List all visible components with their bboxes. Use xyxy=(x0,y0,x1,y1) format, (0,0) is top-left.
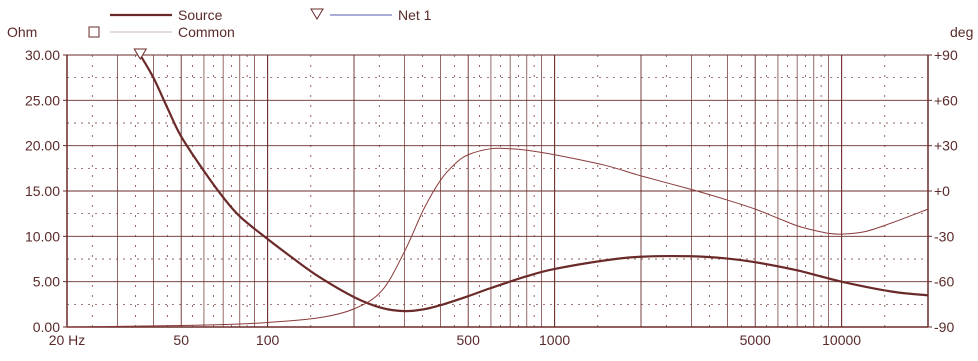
series-lines xyxy=(66,54,929,328)
series-line-net-1 xyxy=(66,147,929,328)
legend-label-common: Common xyxy=(178,24,235,40)
x-tick-label: 20 Hz xyxy=(49,332,86,348)
legend-label-source: Source xyxy=(178,7,223,23)
y-left-tick-label: 25.00 xyxy=(25,92,60,108)
y-left-tick-label: 0.00 xyxy=(33,319,60,335)
y-left-unit-label: Ohm xyxy=(7,24,37,40)
axes xyxy=(63,54,932,328)
legend-square-marker-icon xyxy=(88,26,100,38)
series-line-source xyxy=(139,54,929,313)
y-right-tick-label: +30 xyxy=(934,138,958,154)
y-right-tick-label: -60 xyxy=(934,274,954,290)
y-left-tick-labels: 0.00 5.00 10.00 15.00 20.00 25.00 30.00 xyxy=(25,47,60,335)
legend-label-net1: Net 1 xyxy=(398,7,432,23)
x-tick-label: 1000 xyxy=(539,332,570,348)
triangle-marker-icon xyxy=(133,48,148,60)
y-right-tick-label: +60 xyxy=(934,92,958,108)
legend-triangle-marker-icon xyxy=(310,8,324,20)
y-left-tick-label: 15.00 xyxy=(25,183,60,199)
y-right-tick-label: -30 xyxy=(934,228,954,244)
series-markers xyxy=(133,48,148,60)
x-tick-label: 100 xyxy=(256,332,280,348)
y-right-unit-label: deg xyxy=(950,24,973,40)
x-tick-label: 50 xyxy=(173,332,189,348)
y-right-tick-label: -90 xyxy=(934,319,954,335)
x-tick-label: 500 xyxy=(457,332,481,348)
y-left-tick-label: 10.00 xyxy=(25,228,60,244)
x-tick-labels: 20 Hz 50 100 500 1000 5000 10000 xyxy=(49,332,862,348)
y-right-tick-label: +0 xyxy=(934,183,950,199)
y-left-tick-label: 5.00 xyxy=(33,274,60,290)
y-left-tick-label: 30.00 xyxy=(25,47,60,63)
y-right-tick-labels: -90 -60 -30 +0 +30 +60 +90 xyxy=(934,47,958,335)
y-right-tick-label: +90 xyxy=(934,47,958,63)
legend: Source Common Net 1 xyxy=(88,7,432,40)
x-tick-label: 5000 xyxy=(740,332,771,348)
x-tick-label: 10000 xyxy=(822,332,861,348)
y-left-tick-label: 20.00 xyxy=(25,138,60,154)
